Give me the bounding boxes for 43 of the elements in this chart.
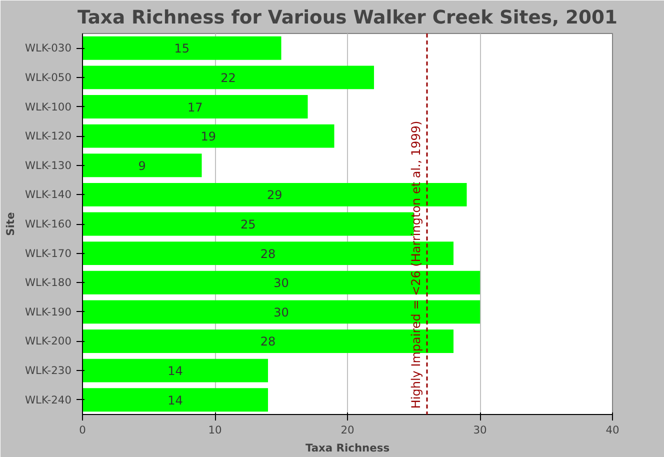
- y-tick-label: WLK-050: [24, 70, 72, 84]
- y-tick-label: WLK-180: [24, 276, 72, 290]
- data-label: 28: [260, 246, 276, 261]
- y-tick-label: WLK-170: [24, 246, 72, 260]
- y-tick-label: WLK-240: [24, 393, 72, 406]
- data-label: 19: [200, 130, 216, 144]
- y-tick-label: WLK-230: [24, 364, 72, 378]
- data-label: 9: [138, 158, 146, 173]
- y-tick-label: WLK-130: [24, 158, 72, 172]
- ref-line-label: Highly Impaired = <26 (Harrington et al., 1999): [409, 120, 423, 409]
- bar: [82, 124, 334, 148]
- y-tick-label: WLK-200: [24, 334, 72, 348]
- x-tick-label: 30: [473, 424, 487, 436]
- y-tick-label: WLK-190: [24, 305, 72, 318]
- bar: [82, 270, 480, 294]
- y-tick-label: WLK-120: [24, 130, 72, 143]
- data-label: 30: [274, 305, 289, 320]
- x-axis-title: Taxa Richness: [305, 442, 390, 454]
- y-tick-label: WLK-160: [24, 218, 72, 230]
- data-label: 17: [187, 100, 203, 114]
- y-tick-label: WLK-030: [24, 42, 72, 55]
- data-label: 14: [168, 393, 183, 408]
- bar: [82, 36, 282, 60]
- data-label: 28: [260, 334, 276, 349]
- bar: [82, 154, 202, 178]
- data-label: 25: [240, 218, 256, 232]
- y-tick-label: WLK-140: [24, 188, 72, 202]
- y-tick-label: WLK-100: [24, 100, 72, 114]
- data-label: 29: [266, 188, 282, 202]
- chart-title: Taxa Richness for Various Walker Creek Sites, 2001: [78, 8, 618, 28]
- data-label: 30: [274, 276, 289, 290]
- data-label: 15: [174, 42, 190, 56]
- x-tick-label: 0: [79, 424, 86, 436]
- x-tick-label: 10: [208, 424, 222, 436]
- data-label: 22: [220, 70, 236, 85]
- x-tick-label: 20: [340, 424, 354, 436]
- data-label: 14: [168, 364, 183, 378]
- bar: [82, 66, 374, 90]
- x-tick-label: 40: [606, 424, 620, 436]
- bar: [82, 95, 308, 118]
- y-axis-title: Site: [4, 212, 17, 236]
- bar: [82, 388, 268, 412]
- bar: [82, 358, 268, 382]
